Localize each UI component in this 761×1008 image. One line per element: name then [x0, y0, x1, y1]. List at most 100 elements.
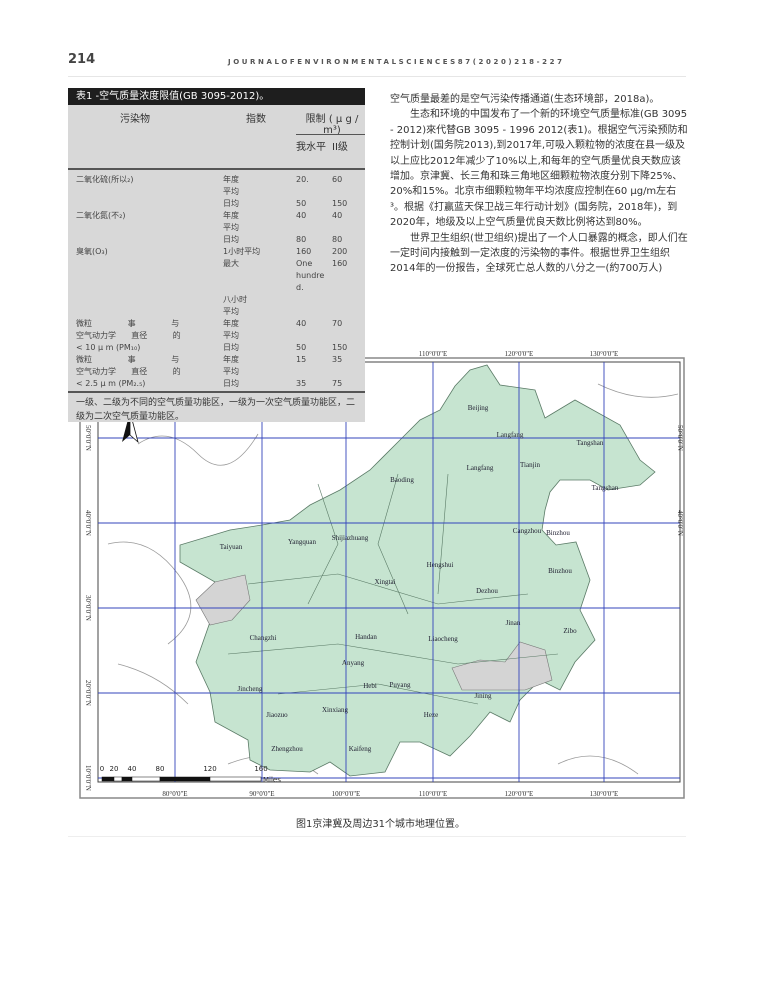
- longitude-label: 120°0'0"E: [505, 350, 534, 358]
- col-index: 指数: [246, 114, 266, 125]
- index-cell: 年度: [223, 211, 239, 220]
- body-text: 空气质量最差的是空气污染传播通道(生态环境部，2018a)。 生态和环境的中国发…: [390, 92, 690, 277]
- journal-header: JOURNALOFENVIRONMENTALSCIENCES87(2020)21…: [228, 58, 565, 66]
- index-cell: 平均: [223, 331, 239, 340]
- level1-cell: hundre: [296, 271, 325, 280]
- scale-bar-segment: [101, 776, 115, 782]
- city-label: Yangquan: [288, 538, 317, 546]
- city-label: Cangzhou: [513, 527, 542, 535]
- longitude-label: 120°0'0"E: [505, 790, 534, 798]
- city-label: Zibo: [563, 627, 577, 635]
- excluded-area: [195, 574, 251, 626]
- city-label: Jiaozuo: [266, 711, 288, 719]
- index-cell: 年度: [223, 319, 239, 328]
- level2-cell: 70: [332, 319, 343, 328]
- page-number: 214: [68, 52, 96, 67]
- level2-cell: 150: [332, 343, 348, 352]
- longitude-label: 130°0'0"E: [590, 790, 619, 798]
- table-row: hundre: [68, 270, 365, 282]
- table-row: 空气动力学 直径 的 平均: [68, 330, 365, 342]
- city-label: Liaocheng: [428, 635, 458, 643]
- city-label: Hengshui: [427, 561, 454, 569]
- table-row: 平均: [68, 306, 365, 318]
- level2-cell: 160: [332, 259, 348, 268]
- table-row: < 2.5 μ m (PM₂.₅) 日均 35 75: [68, 378, 365, 390]
- table-row: 微粒 事 与 年度 15 35: [68, 354, 365, 366]
- table-row: 二氧化硫(所以₂) 年度 20. 60: [68, 174, 365, 186]
- latitude-label: 10°0'0"N: [84, 765, 92, 791]
- city-label: Zhengzhou: [271, 745, 303, 753]
- city-label: Jining: [474, 692, 492, 700]
- index-cell: 日均: [223, 379, 239, 388]
- level1-cell: 20.: [296, 175, 309, 184]
- table-row: 日均 50 150: [68, 198, 365, 210]
- index-cell: 日均: [223, 199, 239, 208]
- scale-label: 120: [203, 765, 216, 773]
- city-label: Heze: [424, 711, 438, 719]
- col-level-1: 我水平: [296, 142, 326, 153]
- index-cell: 日均: [223, 343, 239, 352]
- index-cell: 最大: [223, 259, 239, 268]
- index-cell: 八小时: [223, 295, 247, 304]
- index-cell: 平均: [223, 223, 239, 232]
- scale-label: 160: [254, 765, 267, 773]
- level1-cell: One: [296, 259, 313, 268]
- scale-unit: Miles: [263, 776, 281, 784]
- table-title: 表1 -空气质量浓度限值(GB 3095-2012)。: [68, 88, 365, 105]
- level2-cell: 35: [332, 355, 343, 364]
- index-cell: 平均: [223, 187, 239, 196]
- pollutant-cell: 空气动力学 直径 的: [76, 331, 181, 340]
- city-label: Hebi: [363, 682, 377, 690]
- divider: [68, 168, 365, 170]
- level1-cell: 50: [296, 343, 307, 352]
- city-label: Tangshan: [592, 484, 619, 492]
- level2-cell: 60: [332, 175, 343, 184]
- level2-cell: 40: [332, 211, 343, 220]
- level1-cell: 15: [296, 355, 307, 364]
- divider: [68, 391, 365, 393]
- pollutant-cell: < 10 μ m (PM₁₀): [76, 343, 141, 352]
- table-row: 最大 One 160: [68, 258, 365, 270]
- latitude-label: 20°0'0"N: [84, 680, 92, 706]
- level1-cell: 35: [296, 379, 307, 388]
- longitude-label: 130°0'0"E: [590, 350, 619, 358]
- table-1: 表1 -空气质量浓度限值(GB 3095-2012)。 污染物 指数 限制 ( …: [68, 88, 365, 422]
- scale-label: 80: [156, 765, 165, 773]
- level2-cell: 200: [332, 247, 348, 256]
- level1-cell: 80: [296, 235, 307, 244]
- city-label: Binzhou: [546, 529, 570, 537]
- city-label: Puyang: [390, 681, 412, 689]
- latitude-label: 40°0'0"N: [676, 510, 684, 536]
- col-limit: 限制 ( μ g / m³): [305, 114, 359, 136]
- longitude-label: 90°0'0"E: [249, 790, 274, 798]
- city-label: Binzhou: [548, 567, 572, 575]
- province-borders: [107, 383, 679, 775]
- city-label: Tangshan: [577, 439, 604, 447]
- col-pollutant: 污染物: [120, 114, 150, 125]
- city-label: Langfang: [497, 431, 524, 439]
- scale-bar-segment: [131, 776, 161, 782]
- table-row: 臭氧(O₃) 1小时平均 160 200: [68, 246, 365, 258]
- longitude-label: 110°0'0"E: [419, 790, 447, 798]
- city-label: Taiyuan: [220, 543, 243, 551]
- table-row: 平均: [68, 186, 365, 198]
- divider: [296, 134, 365, 135]
- table-row: d.: [68, 282, 365, 294]
- city-label: Handan: [355, 633, 377, 641]
- map-figure: 80°0'0"E 90°0'0"E 100°0'0"E 110°0'0"E 110°0'…: [79, 350, 685, 799]
- level1-cell: 50: [296, 199, 307, 208]
- scale-label: 40: [128, 765, 137, 773]
- pollutant-cell: 二氧化硫(所以₂): [76, 175, 134, 184]
- header-divider: [68, 76, 686, 77]
- table-row: 日均 80 80: [68, 234, 365, 246]
- level1-cell: 160: [296, 247, 312, 256]
- level1-cell: 40: [296, 211, 307, 220]
- level2-cell: 150: [332, 199, 348, 208]
- latitude-label: 30°0'0"N: [84, 595, 92, 621]
- index-cell: 平均: [223, 367, 239, 376]
- scale-bar-segment: [159, 776, 211, 782]
- footer-divider: [68, 836, 686, 837]
- scale-bar-segment: [121, 776, 133, 782]
- index-cell: 日均: [223, 235, 239, 244]
